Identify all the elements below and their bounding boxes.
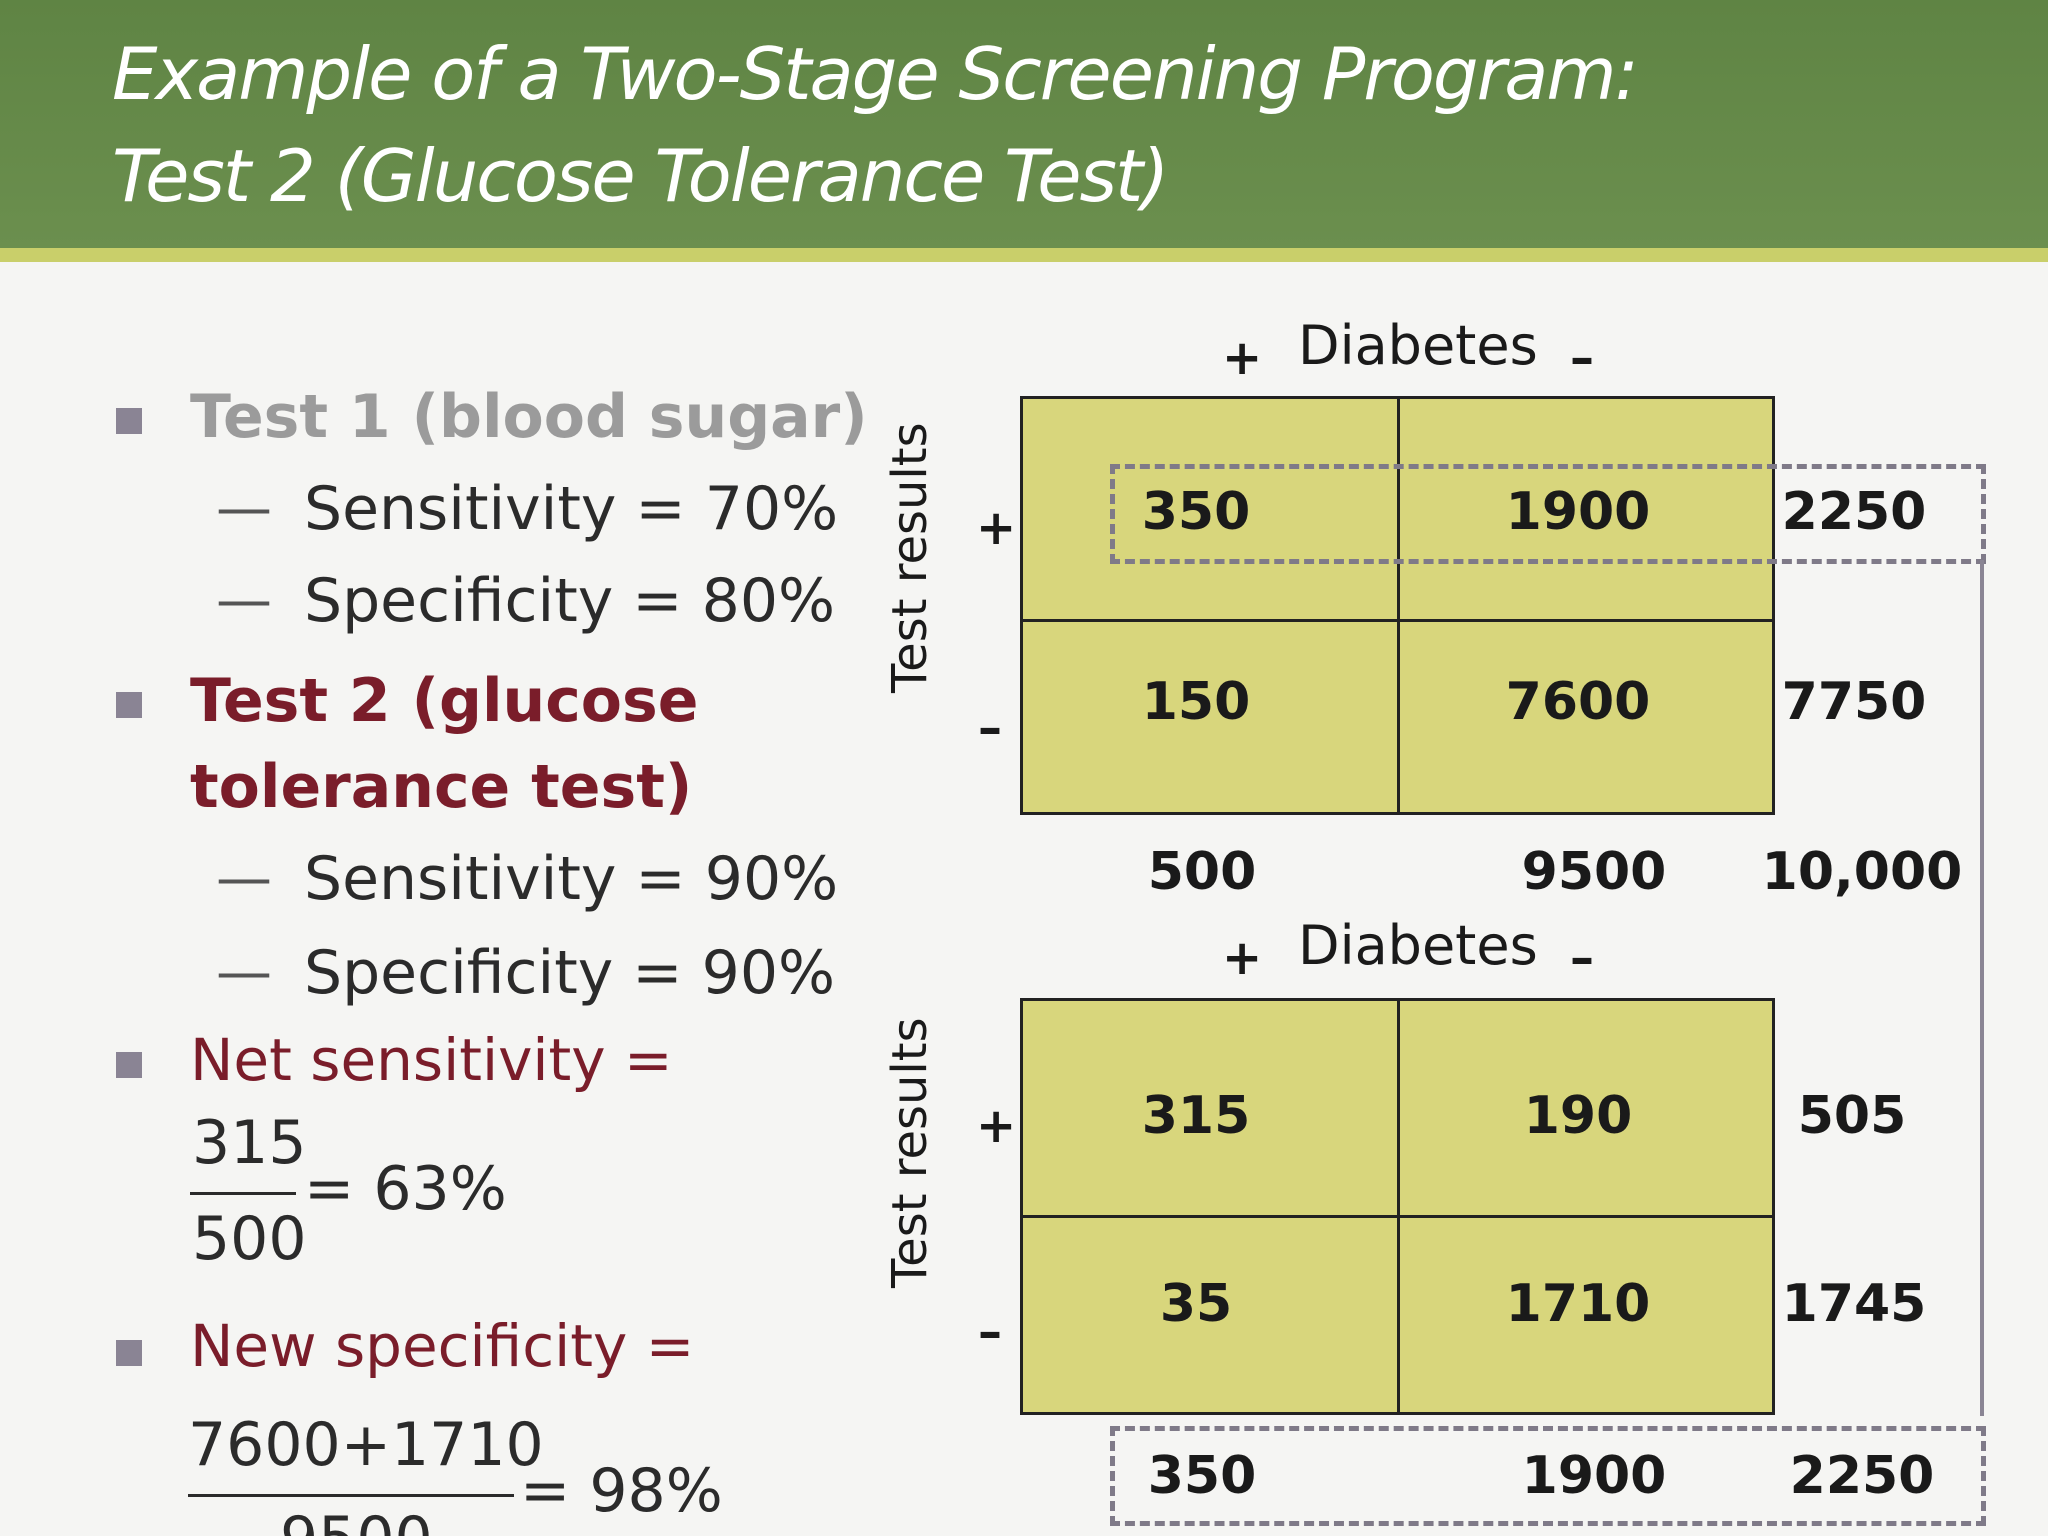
table2-col-total-1: 350	[1147, 1446, 1257, 1506]
table2-col-total-2: 1900	[1521, 1446, 1667, 1506]
slide-title-line-1: Example of a Two-Stage Screening Program…	[112, 32, 1639, 116]
table2-col-header: Diabetes	[1298, 914, 1538, 977]
table1-cell-c	[1020, 619, 1400, 815]
table2-value-d: 1710	[1505, 1274, 1651, 1334]
table1-col-header: Diabetes	[1298, 314, 1538, 377]
table1-col-total-1: 500	[1147, 842, 1257, 902]
table1-cell-d	[1397, 619, 1775, 815]
table2-cell-d	[1397, 1215, 1775, 1415]
table2-row-label: Test results	[882, 1017, 938, 1288]
slide-title-line-2: Test 2 (Glucose Tolerance Test)	[112, 134, 1169, 218]
test2-specificity: Specificity = 90%	[304, 938, 836, 1008]
table2-value-c: 35	[1159, 1274, 1233, 1334]
net-sensitivity-denominator: 500	[192, 1204, 307, 1274]
net-sensitivity-label: Net sensitivity =	[190, 1026, 673, 1094]
bullet-new-specificity	[116, 1340, 142, 1366]
bullet-test1	[116, 408, 142, 434]
bullet-test2	[116, 692, 142, 718]
table2-col-minus: –	[1570, 930, 1594, 986]
test1-sensitivity: Sensitivity = 70%	[304, 474, 839, 544]
net-sensitivity-result: = 63%	[304, 1154, 507, 1224]
new-specificity-label: New specificity =	[190, 1312, 695, 1380]
highlight-test1-positive-row	[1110, 464, 1986, 564]
table1-row-label: Test results	[882, 422, 938, 693]
table1-value-c: 150	[1141, 672, 1251, 732]
table2-row-plus: +	[976, 1098, 1017, 1154]
bullet-net-sensitivity	[116, 1052, 142, 1078]
table1-col-total-2: 9500	[1521, 842, 1667, 902]
header-stripe	[0, 248, 2048, 262]
highlight-carried-totals	[1110, 1426, 1986, 1526]
table2-cell-b	[1397, 998, 1775, 1218]
table1-grand-total: 10,000	[1761, 842, 1963, 902]
dash-test2-sens: —	[216, 846, 272, 911]
title-banner: Example of a Two-Stage Screening Program…	[0, 0, 2048, 248]
test2-label-line1: Test 2 (glucose	[190, 666, 699, 736]
test1-specificity: Specificity = 80%	[304, 566, 836, 636]
net-sensitivity-numerator: 315	[192, 1108, 307, 1178]
table1-value-b: 1900	[1505, 482, 1651, 542]
net-sensitivity-fraction-bar	[190, 1192, 296, 1195]
table1-cell-a	[1020, 396, 1400, 622]
test2-sensitivity: Sensitivity = 90%	[304, 844, 839, 914]
dash-test1-spec: —	[216, 568, 272, 633]
test1-label: Test 1 (blood sugar)	[190, 382, 868, 452]
table1-col-minus: –	[1570, 330, 1594, 386]
new-specificity-fraction-bar	[188, 1494, 514, 1497]
dash-test1-sens: —	[216, 476, 272, 541]
table1-cell-b	[1397, 396, 1775, 622]
table2-cell-c	[1020, 1215, 1400, 1415]
table2-value-a: 315	[1141, 1086, 1251, 1146]
new-specificity-denominator: 9500	[280, 1504, 433, 1536]
table2-row-total-1: 505	[1797, 1086, 1907, 1146]
table2-grand-total: 2250	[1789, 1446, 1935, 1506]
table2-value-b: 190	[1523, 1086, 1633, 1146]
table1-value-a: 350	[1141, 482, 1251, 542]
dash-test2-spec: —	[216, 940, 272, 1005]
table1-row-total-2: 7750	[1781, 672, 1927, 732]
table1-row-minus: –	[978, 700, 1002, 756]
table1-col-plus: +	[1222, 330, 1263, 386]
table2-row-minus: –	[978, 1304, 1002, 1360]
table1-value-d: 7600	[1505, 672, 1651, 732]
table1-row-plus: +	[976, 500, 1017, 556]
new-specificity-numerator: 7600+1710	[188, 1410, 544, 1480]
new-specificity-result: = 98%	[520, 1456, 723, 1526]
connector-line	[1980, 560, 1984, 1416]
test2-label-line2: tolerance test)	[190, 752, 693, 822]
table2-row-total-2: 1745	[1781, 1274, 1927, 1334]
table1-row-total-1: 2250	[1781, 482, 1927, 542]
table2-col-plus: +	[1222, 930, 1263, 986]
